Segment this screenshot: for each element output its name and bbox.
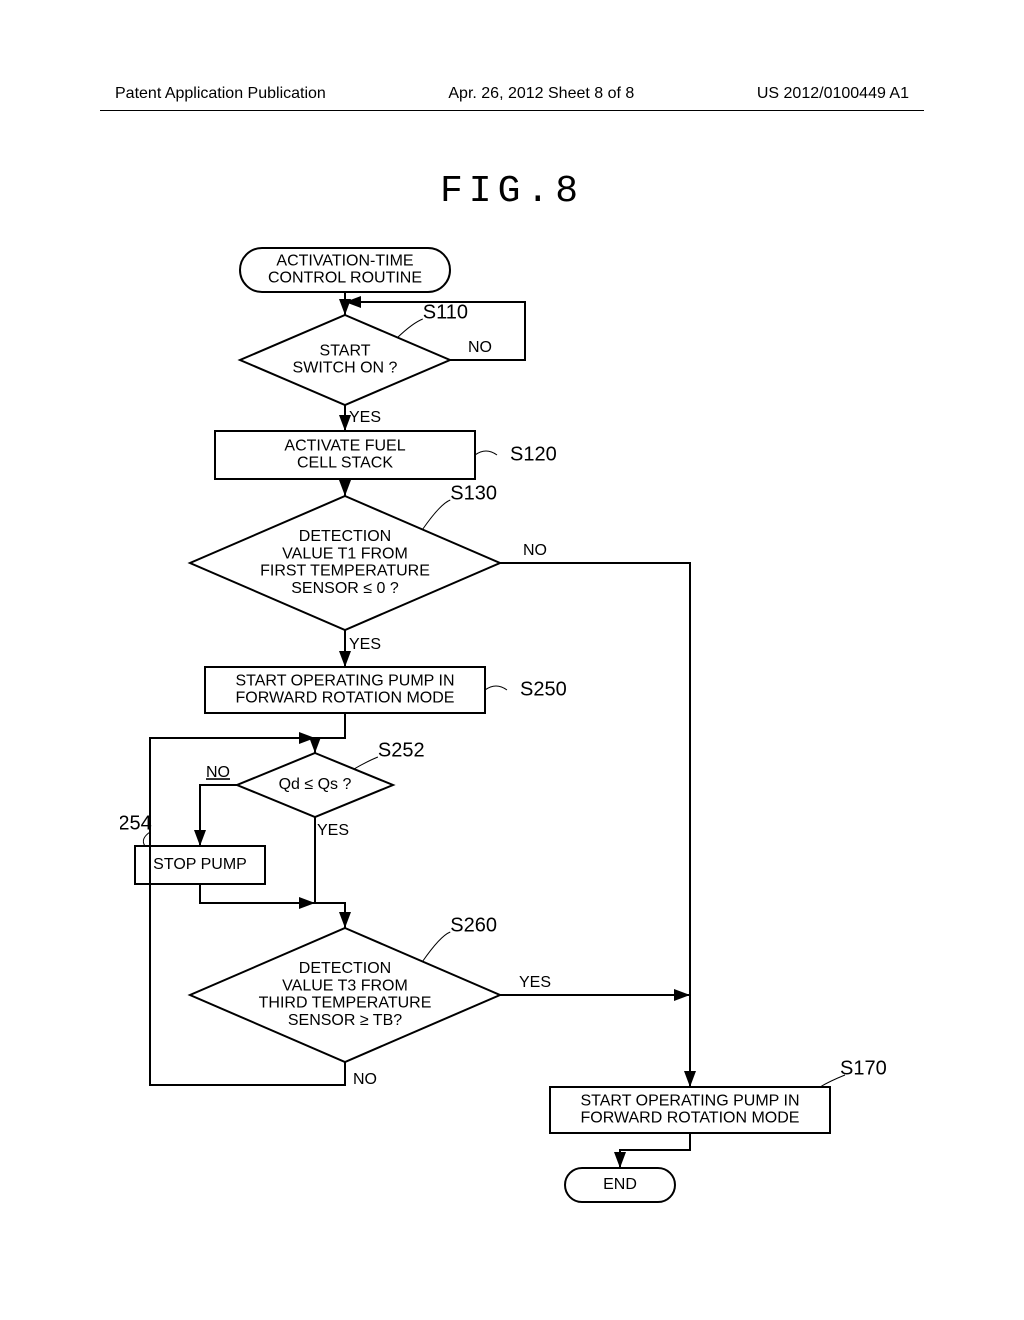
header-left: Patent Application Publication: [115, 85, 326, 103]
svg-text:YES: YES: [519, 974, 551, 991]
svg-text:S120: S120: [510, 443, 557, 465]
svg-text:S260: S260: [450, 914, 497, 936]
svg-text:START OPERATING PUMP INFORWARD: START OPERATING PUMP INFORWARD ROTATION …: [581, 1093, 800, 1127]
svg-text:S250: S250: [520, 678, 567, 700]
flowchart-diagram: ACTIVATION-TIMECONTROL ROUTINESTARTSWITC…: [120, 240, 910, 1220]
svg-text:STOP PUMP: STOP PUMP: [153, 856, 247, 873]
svg-text:END: END: [603, 1176, 637, 1193]
header-right: US 2012/0100449 A1: [757, 85, 909, 103]
svg-text:NO: NO: [353, 1071, 377, 1088]
svg-text:Qd ≤ Qs ?: Qd ≤ Qs ?: [279, 776, 352, 793]
svg-text:START OPERATING PUMP INFORWARD: START OPERATING PUMP INFORWARD ROTATION …: [236, 673, 455, 707]
header-center: Apr. 26, 2012 Sheet 8 of 8: [448, 85, 634, 103]
svg-text:S110: S110: [423, 301, 468, 323]
svg-text:NO: NO: [468, 339, 492, 356]
svg-text:NO: NO: [206, 764, 230, 781]
svg-text:NO: NO: [523, 542, 547, 559]
svg-text:ACTIVATION-TIMECONTROL ROUTINE: ACTIVATION-TIMECONTROL ROUTINE: [268, 253, 422, 287]
svg-text:ACTIVATE FUELCELL STACK: ACTIVATE FUELCELL STACK: [284, 438, 405, 472]
svg-text:YES: YES: [349, 636, 381, 653]
header-rule: [100, 110, 924, 111]
svg-text:S170: S170: [840, 1057, 887, 1079]
svg-text:S252: S252: [378, 739, 425, 761]
svg-text:YES: YES: [349, 409, 381, 426]
svg-text:YES: YES: [317, 822, 349, 839]
svg-text:S130: S130: [450, 482, 497, 504]
page-header: Patent Application Publication Apr. 26, …: [0, 85, 1024, 103]
svg-text:S254: S254: [120, 812, 152, 834]
figure-title: FIG.8: [0, 170, 1024, 213]
